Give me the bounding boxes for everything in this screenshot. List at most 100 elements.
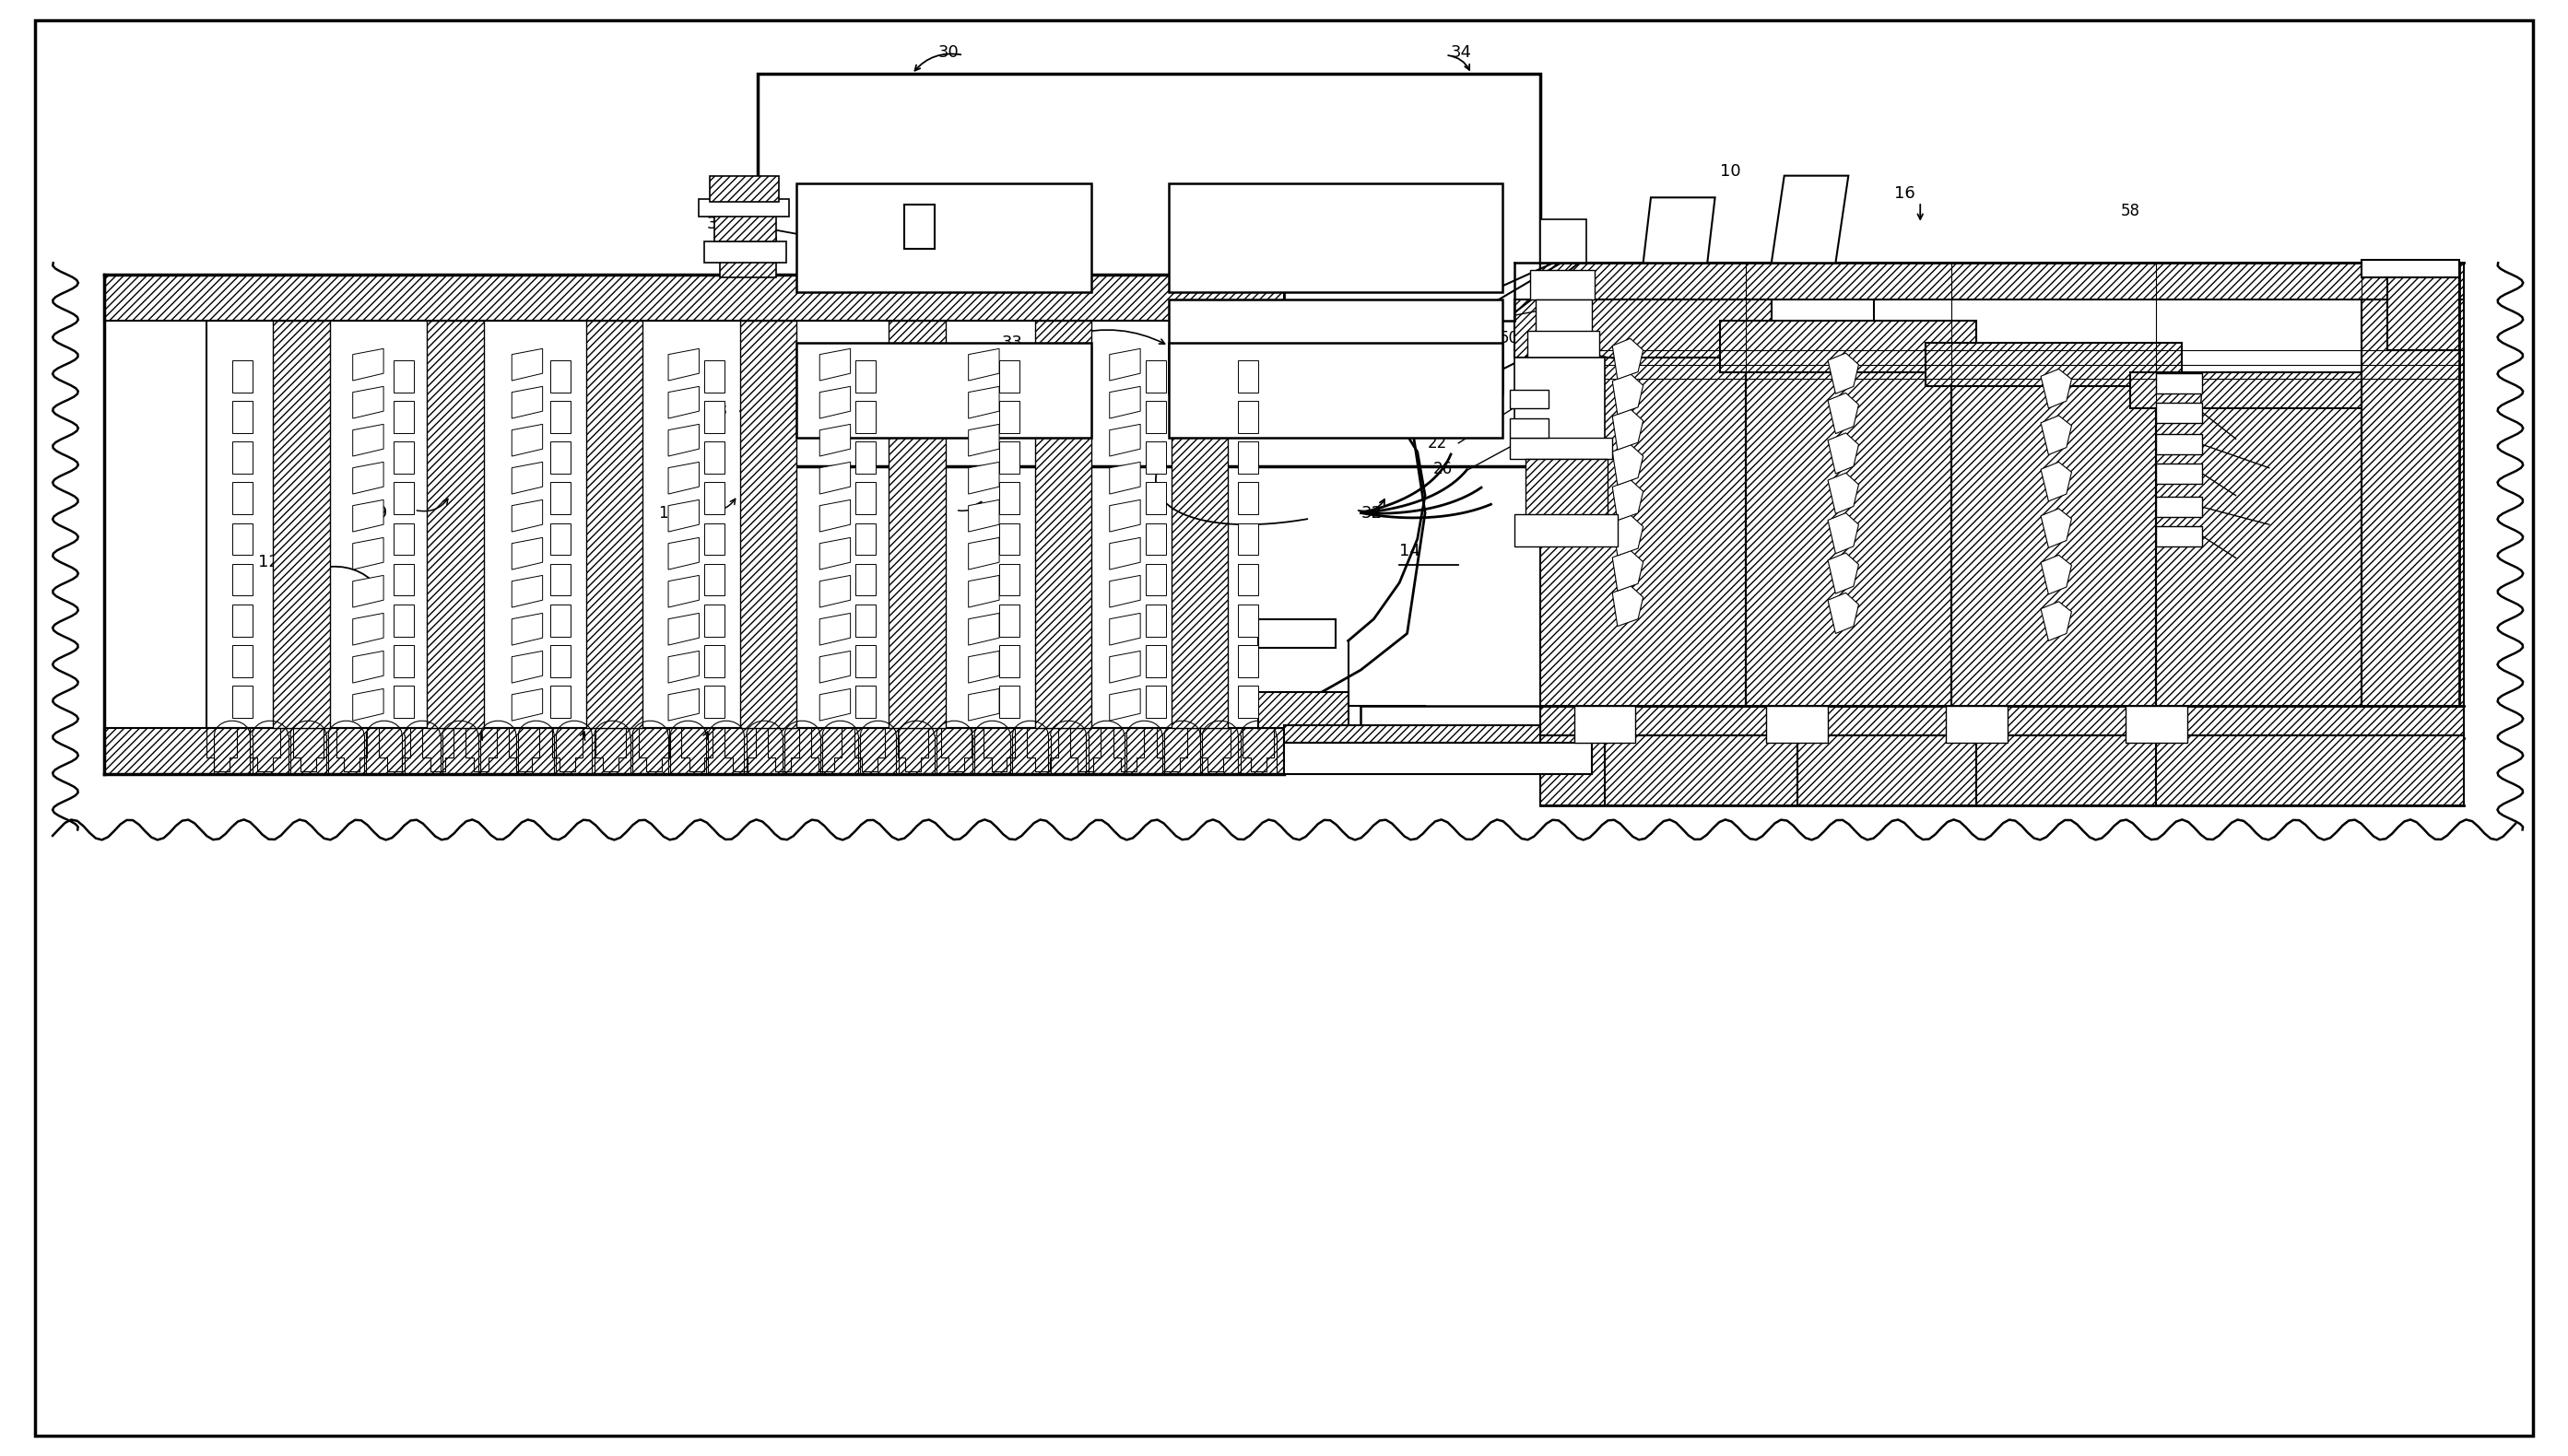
Bar: [1746, 364, 1952, 706]
Polygon shape: [999, 360, 1019, 392]
Polygon shape: [1109, 386, 1140, 418]
Bar: [2131, 371, 2388, 408]
Bar: [2157, 402, 2203, 422]
Bar: [1541, 735, 2465, 805]
Polygon shape: [352, 689, 383, 721]
Polygon shape: [1613, 550, 1644, 591]
Polygon shape: [1145, 482, 1166, 514]
Polygon shape: [352, 537, 383, 569]
Polygon shape: [668, 348, 698, 380]
Polygon shape: [1109, 689, 1140, 721]
Bar: [272, 320, 329, 728]
Polygon shape: [393, 523, 413, 555]
Bar: [1926, 342, 2183, 386]
Text: 31: 31: [1780, 207, 1800, 223]
Bar: [704, 242, 786, 264]
Polygon shape: [968, 386, 999, 418]
Bar: [1510, 418, 1549, 437]
Polygon shape: [393, 400, 413, 432]
Bar: [2388, 264, 2460, 349]
Polygon shape: [1238, 686, 1258, 718]
Polygon shape: [231, 645, 252, 677]
Polygon shape: [1828, 513, 1859, 553]
Bar: [709, 176, 778, 202]
Polygon shape: [393, 686, 413, 718]
Bar: [1258, 619, 1335, 648]
Bar: [1035, 320, 1091, 728]
Bar: [2157, 400, 2363, 706]
Polygon shape: [1238, 360, 1258, 392]
Polygon shape: [968, 499, 999, 531]
Polygon shape: [819, 613, 850, 645]
Polygon shape: [231, 360, 252, 392]
Polygon shape: [511, 575, 542, 607]
Text: 18: 18: [1592, 352, 1610, 368]
Polygon shape: [855, 686, 876, 718]
Bar: [1168, 342, 1502, 437]
Polygon shape: [704, 645, 724, 677]
Bar: [1284, 743, 1592, 775]
Polygon shape: [352, 651, 383, 683]
Bar: [719, 237, 776, 278]
Bar: [586, 320, 642, 728]
Text: 10: 10: [1721, 163, 1741, 179]
Polygon shape: [668, 651, 698, 683]
Polygon shape: [511, 424, 542, 456]
Polygon shape: [668, 537, 698, 569]
Text: 19: 19: [367, 505, 388, 521]
Polygon shape: [1828, 393, 1859, 434]
Polygon shape: [2042, 555, 2072, 594]
Polygon shape: [1145, 360, 1166, 392]
Text: 30: 30: [937, 44, 958, 61]
Polygon shape: [1109, 537, 1140, 569]
Bar: [1168, 300, 1502, 393]
Polygon shape: [511, 537, 542, 569]
Polygon shape: [668, 462, 698, 494]
Polygon shape: [1613, 374, 1644, 415]
Polygon shape: [968, 348, 999, 380]
Polygon shape: [704, 523, 724, 555]
Polygon shape: [668, 424, 698, 456]
Text: 50: 50: [2250, 558, 2268, 574]
Polygon shape: [1109, 575, 1140, 607]
Text: Antenna: Antenna: [1297, 381, 1374, 399]
Polygon shape: [352, 386, 383, 418]
Polygon shape: [550, 360, 570, 392]
Polygon shape: [1145, 400, 1166, 432]
Polygon shape: [968, 689, 999, 721]
Polygon shape: [393, 360, 413, 392]
Bar: [740, 320, 796, 728]
Bar: [2157, 463, 2203, 483]
Polygon shape: [352, 348, 383, 380]
Bar: [714, 213, 776, 242]
Text: 16: 16: [1895, 185, 1916, 201]
Bar: [904, 205, 935, 249]
Text: 26: 26: [2283, 524, 2301, 540]
Polygon shape: [704, 482, 724, 514]
Text: 50: 50: [2250, 438, 2268, 454]
Polygon shape: [1238, 645, 1258, 677]
Polygon shape: [511, 613, 542, 645]
Polygon shape: [999, 563, 1019, 596]
Bar: [889, 320, 945, 728]
Polygon shape: [968, 613, 999, 645]
Bar: [1541, 264, 2465, 300]
Polygon shape: [1145, 645, 1166, 677]
Polygon shape: [1828, 432, 1859, 473]
Polygon shape: [511, 689, 542, 721]
Polygon shape: [1238, 604, 1258, 636]
Polygon shape: [668, 575, 698, 607]
Text: 33: 33: [1002, 335, 1022, 351]
Bar: [796, 342, 1091, 437]
Text: 23: 23: [300, 686, 321, 703]
Polygon shape: [511, 651, 542, 683]
Polygon shape: [819, 499, 850, 531]
Polygon shape: [231, 604, 252, 636]
Polygon shape: [550, 523, 570, 555]
Polygon shape: [393, 645, 413, 677]
Polygon shape: [231, 441, 252, 473]
Polygon shape: [1238, 563, 1258, 596]
Polygon shape: [2042, 508, 2072, 547]
Polygon shape: [393, 482, 413, 514]
Polygon shape: [393, 563, 413, 596]
